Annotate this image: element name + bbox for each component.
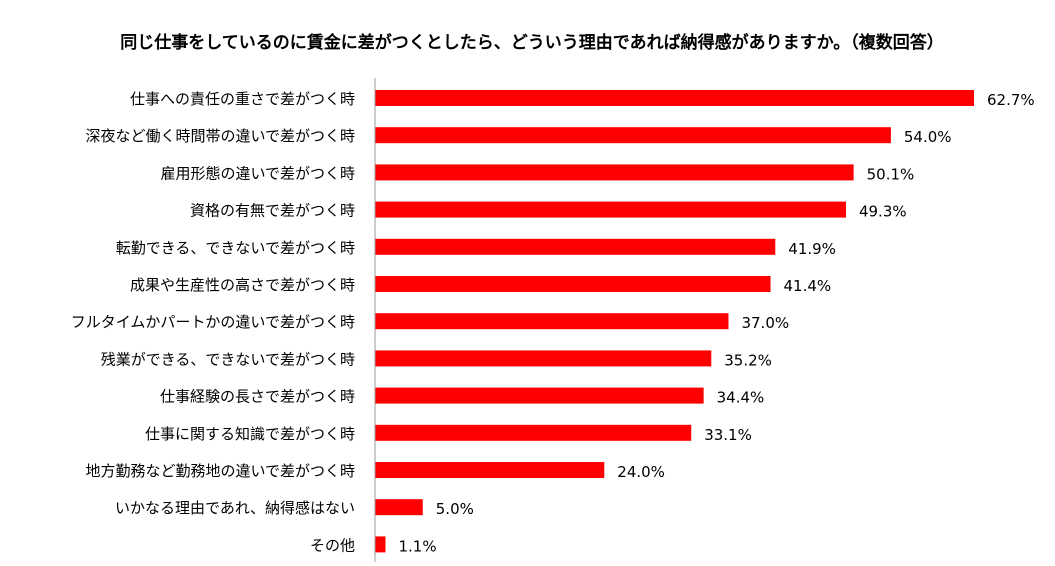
category-label-5: 転勤できる、できないで差がつく時 [116,239,355,257]
bar-12 [375,499,423,516]
bar-3 [375,164,854,181]
bar-7 [375,313,729,330]
value-label-9: 34.4% [717,389,765,407]
value-labels-group: 62.7% 54.0% 50.1% 49.3% 41.9% 41.4% 37.0% 35.2%… [399,91,1035,555]
bar-9 [375,387,704,404]
bar-2 [375,127,891,144]
value-label-11: 24.0% [617,463,665,481]
category-label-8: 残業ができる、できないで差がつく時 [101,350,355,368]
bars-group [375,90,974,553]
value-label-12: 5.0% [436,500,474,518]
category-label-3: 雇用形態の違いで差がつく時 [160,164,355,182]
bar-5 [375,238,776,255]
value-label-8: 35.2% [724,351,772,369]
chart-title: 同じ仕事をしているのに賃金に差がつくとしたら、どういう理由であれば納得感がありま… [120,32,943,53]
category-label-6: 成果や生産性の高さで差がつく時 [130,276,355,294]
category-label-11: 地方勤務など勤務地の違いで差がつく時 [85,462,355,480]
category-label-7: フルタイムかパートかの違いで差がつく時 [71,313,355,331]
category-label-12: いかなる理由であれ、納得感はない [115,499,355,517]
category-label-4: 資格の有無で差がつく時 [190,202,355,220]
bar-8 [375,350,712,367]
category-label-9: 仕事経験の長さで差がつく時 [160,388,355,406]
value-label-13: 1.1% [399,537,437,555]
value-label-10: 33.1% [704,426,752,444]
category-label-13: その他 [310,536,355,554]
bar-13 [375,536,386,553]
bar-11 [375,462,605,478]
bar-4 [375,201,846,218]
value-label-3: 50.1% [867,165,915,183]
category-label-10: 仕事に関する知識で差がつく時 [145,425,355,443]
bar-10 [375,424,692,441]
category-label-2: 深夜など働く時間帯の違いで差がつく時 [85,127,355,145]
bar-1 [375,90,974,106]
value-label-1: 62.7% [987,91,1035,109]
value-label-4: 49.3% [859,203,907,221]
bar-6 [375,276,771,292]
value-label-2: 54.0% [904,128,952,146]
value-label-7: 37.0% [741,314,789,332]
category-label-1: 仕事への責任の重さで差がつく時 [130,90,355,108]
category-labels-group: 仕事への責任の重さで差がつく時深夜など働く時間帯の違いで差がつく時雇用形態の違い… [71,90,355,554]
value-label-6: 41.4% [784,277,832,295]
value-label-5: 41.9% [788,240,836,258]
